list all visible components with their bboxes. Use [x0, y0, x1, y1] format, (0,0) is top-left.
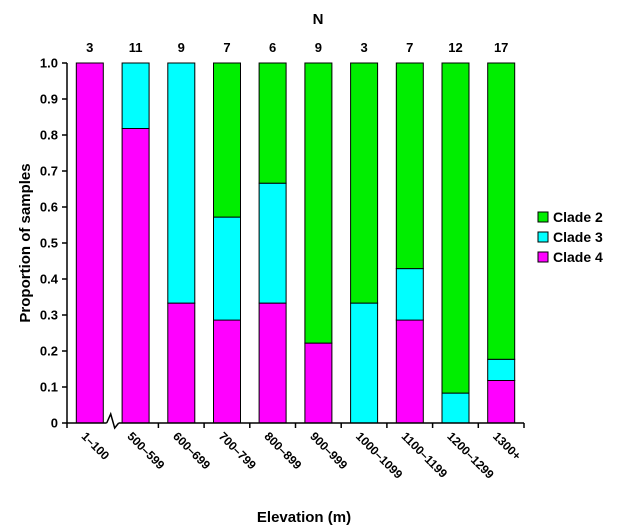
y-axis-title: Proportion of samples	[17, 163, 34, 322]
bar-segment-clade-3	[168, 63, 195, 303]
y-tick-label: 0	[51, 416, 58, 431]
n-label: 3	[360, 40, 367, 55]
n-labels: 3 11 9 7 6 9 3 7 12 17	[86, 40, 508, 55]
bar-segment-clade-4	[76, 63, 103, 423]
bar-segment-clade-4	[488, 381, 515, 424]
bar-segment-clade-3	[214, 217, 241, 320]
bar-segment-clade-4	[396, 320, 423, 423]
x-tick-label: 1–100	[79, 429, 113, 463]
legend-swatch	[538, 252, 548, 262]
legend-label: Clade 4	[553, 249, 603, 265]
bar-segment-clade-2	[305, 63, 332, 343]
bar-segment-clade-3	[488, 359, 515, 380]
y-tick-label: 0.4	[40, 272, 59, 287]
x-axis: 1–100 500–599 600–699 700–799 800–899 900–999…	[67, 414, 524, 482]
legend-label: Clade 3	[553, 229, 603, 245]
bar-segment-clade-3	[442, 393, 469, 423]
bar-segment-clade-4	[214, 320, 241, 423]
x-tick-label: 1300+	[490, 429, 524, 463]
y-tick-label: 0.1	[40, 380, 58, 395]
x-tick-label: 700–799	[216, 429, 259, 472]
x-tick-label: 500–599	[124, 429, 167, 472]
legend: Clade 2 Clade 3 Clade 4	[538, 209, 603, 265]
n-label: 11	[129, 40, 143, 55]
bar-segment-clade-2	[488, 63, 515, 359]
bars	[76, 63, 514, 423]
n-label: 17	[494, 40, 508, 55]
bar-segment-clade-3	[122, 63, 149, 129]
x-tick-label: 900–999	[307, 429, 350, 472]
legend-swatch	[538, 212, 548, 222]
legend-swatch	[538, 232, 548, 242]
axis-break-mark	[107, 414, 119, 428]
n-label: 6	[269, 40, 276, 55]
x-axis-title: Elevation (m)	[257, 509, 351, 526]
x-tick-label: 1000–1099	[353, 429, 406, 482]
x-tick-label: 800–899	[261, 429, 304, 472]
y-axis: 0 0.1 0.2 0.3 0.4 0.5 0.6 0.7 0.8 0.9 1.0	[40, 56, 67, 431]
x-tick-label: 600–699	[170, 429, 213, 472]
y-tick-label: 1.0	[40, 56, 58, 71]
plot-area: 0 0.1 0.2 0.3 0.4 0.5 0.6 0.7 0.8 0.9 1.0 1–100 500…	[40, 56, 524, 482]
bar-segment-clade-4	[305, 343, 332, 423]
y-tick-label: 0.6	[40, 200, 58, 215]
bar-segment-clade-4	[168, 303, 195, 423]
bar-segment-clade-4	[259, 303, 286, 423]
bar-segment-clade-3	[396, 269, 423, 321]
n-label: 9	[315, 40, 322, 55]
bar-segment-clade-4	[122, 129, 149, 424]
bar-segment-clade-2	[442, 63, 469, 393]
bar-segment-clade-2	[351, 63, 378, 303]
y-tick-label: 0.2	[40, 344, 58, 359]
n-label: 12	[448, 40, 462, 55]
x-tick-label: 1200–1299	[444, 429, 497, 482]
n-label: 9	[178, 40, 185, 55]
bar-segment-clade-2	[259, 63, 286, 183]
bar-segment-clade-2	[396, 63, 423, 269]
chart-title: N	[313, 11, 324, 28]
y-tick-label: 0.5	[40, 236, 58, 251]
y-tick-label: 0.3	[40, 308, 58, 323]
x-tick-label: 1100–1199	[399, 429, 451, 481]
y-tick-label: 0.8	[40, 128, 58, 143]
n-label: 7	[223, 40, 230, 55]
bar-segment-clade-3	[259, 183, 286, 303]
bar-segment-clade-3	[351, 303, 378, 423]
y-tick-label: 0.9	[40, 92, 58, 107]
bar-segment-clade-2	[214, 63, 241, 217]
n-label: 7	[406, 40, 413, 55]
n-label: 3	[86, 40, 93, 55]
y-tick-label: 0.7	[40, 164, 58, 179]
legend-label: Clade 2	[553, 209, 603, 225]
